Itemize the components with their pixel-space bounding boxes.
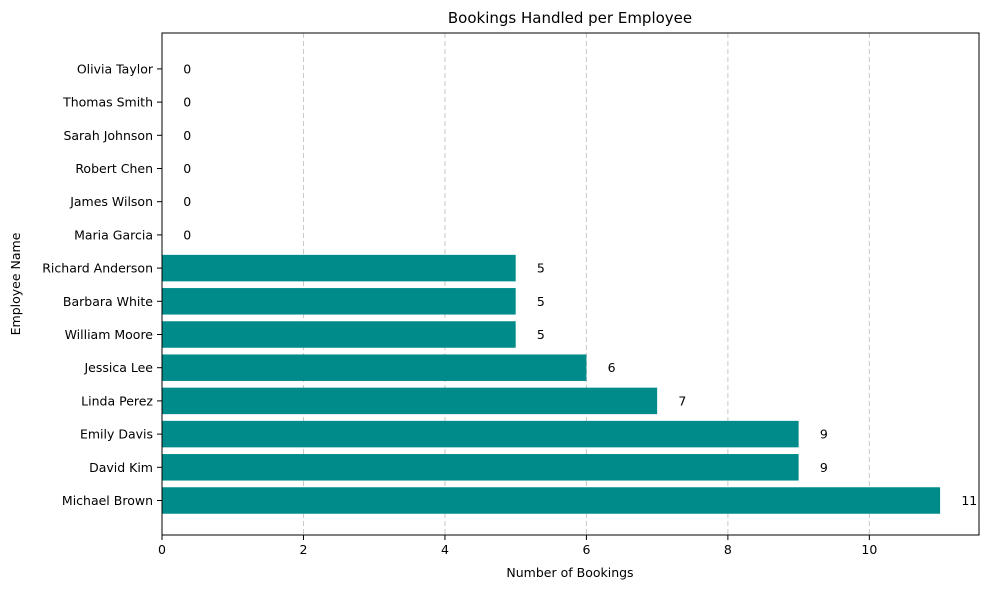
- data-label: 0: [183, 128, 191, 143]
- y-tick-label: Thomas Smith: [62, 95, 153, 110]
- x-tick-label: 6: [582, 542, 590, 557]
- y-tick-label: Michael Brown: [62, 493, 153, 508]
- chart-title: Bookings Handled per Employee: [448, 9, 692, 27]
- x-axis-label: Number of Bookings: [506, 565, 633, 580]
- y-tick-label: Emily Davis: [80, 427, 153, 442]
- x-tick-label: 2: [299, 542, 307, 557]
- y-axis-ticks: Michael Brown David Kim Emily Davis Linda P…: [42, 61, 162, 508]
- y-tick-label: Olivia Taylor: [77, 61, 154, 76]
- x-axis-ticks: 0 2 4 6 8 10: [158, 535, 877, 557]
- data-label: 5: [537, 261, 545, 276]
- gridlines: [302, 33, 870, 535]
- data-label: 5: [537, 294, 545, 309]
- y-tick-label: Barbara White: [63, 294, 153, 309]
- bar: [162, 387, 658, 415]
- data-label: 0: [183, 194, 191, 209]
- y-tick-label: William Moore: [65, 327, 154, 342]
- x-tick-label: 10: [861, 542, 877, 557]
- y-tick-label: Richard Anderson: [42, 261, 153, 276]
- x-tick-label: 8: [724, 542, 732, 557]
- bars: [162, 254, 941, 514]
- bar: [162, 288, 516, 315]
- data-label: 0: [183, 161, 191, 176]
- data-label: 9: [820, 427, 828, 442]
- data-label: 0: [183, 61, 191, 76]
- bar: [162, 321, 516, 348]
- bar: [162, 254, 516, 282]
- y-tick-label: Sarah Johnson: [63, 128, 153, 143]
- bar: [162, 454, 799, 481]
- plot-frame: [161, 32, 980, 536]
- data-label: 0: [183, 227, 191, 242]
- data-label: 5: [537, 327, 545, 342]
- data-label: 11: [961, 493, 977, 508]
- x-tick-label: 4: [441, 542, 449, 557]
- y-tick-label: Robert Chen: [75, 161, 153, 176]
- bar: [162, 354, 587, 381]
- y-tick-label: Linda Perez: [81, 393, 153, 408]
- data-label: 6: [608, 360, 616, 375]
- y-tick-label: James Wilson: [69, 194, 153, 209]
- y-axis-label: Employee Name: [8, 232, 23, 335]
- data-labels: 11 9 9 7 6 5 5 5 0 0 0 0 0 0: [183, 61, 977, 508]
- bar: [162, 487, 941, 514]
- data-label: 7: [678, 393, 686, 408]
- data-label: 9: [820, 460, 828, 475]
- y-tick-label: David Kim: [89, 460, 153, 475]
- bar: [162, 420, 799, 448]
- y-tick-label: Jessica Lee: [83, 360, 153, 375]
- y-tick-label: Maria Garcia: [74, 227, 153, 242]
- x-tick-label: 0: [158, 542, 166, 557]
- data-label: 0: [183, 95, 191, 110]
